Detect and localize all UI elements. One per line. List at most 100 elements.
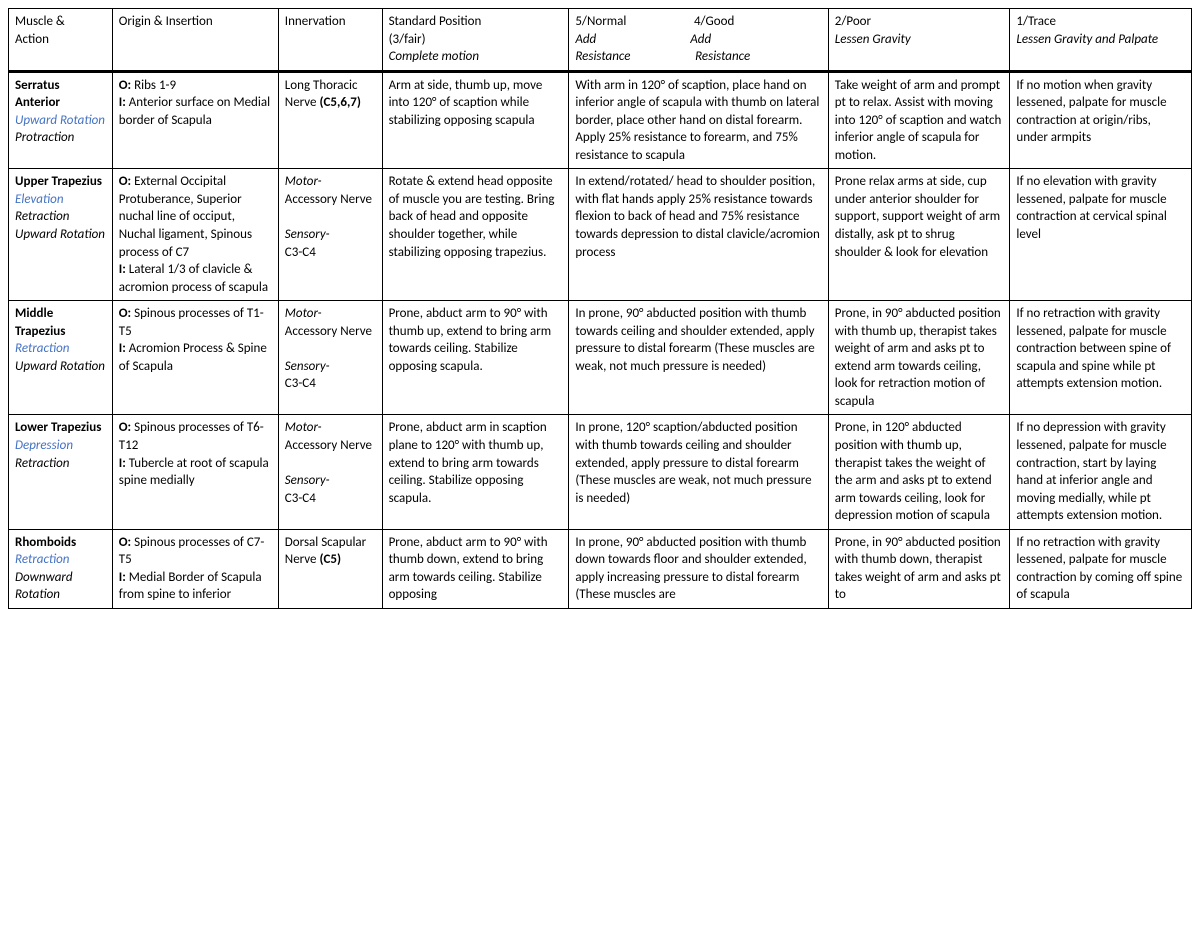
- muscle-action-primary: Retraction: [15, 341, 69, 356]
- muscle-name: Middle Trapezius: [15, 306, 65, 339]
- insertion-text: Anterior surface on Medial border of Sca…: [119, 95, 270, 128]
- origin-text: Ribs 1-9: [134, 78, 176, 93]
- muscle-name: Upper Trapezius: [15, 174, 102, 189]
- header-row: Muscle & Action Origin & Insertion Inner…: [9, 9, 1192, 72]
- innerv-main: Accessory Nerve: [285, 192, 372, 207]
- hdr-g4-l2: Add: [690, 32, 711, 47]
- cell-origin: O: Spinous processes of C7-T5 I: Medial B…: [112, 529, 278, 608]
- cell-origin: O: Spinous processes of T1-T5 I: Acromion…: [112, 301, 278, 415]
- origin-label: O:: [119, 535, 131, 550]
- origin-label: O:: [119, 174, 131, 189]
- innerv-motor-label: Motor-: [285, 174, 322, 189]
- hdr-g2-l1: 2/Poor: [835, 14, 871, 29]
- muscle-name: Lower Trapezius: [15, 420, 101, 435]
- origin-label: O:: [119, 306, 131, 321]
- cell-position: Prone, abduct arm in scaption plane to 1…: [382, 415, 569, 529]
- insertion-text: Lateral 1/3 of clavicle & acromion proce…: [119, 262, 268, 295]
- innerv-motor-label: Motor-: [285, 420, 322, 435]
- hdr-muscle: Muscle & Action: [9, 9, 113, 72]
- cell-grade1: If no retraction with gravity lessened, …: [1010, 529, 1192, 608]
- muscle-action-primary: Retraction: [15, 552, 69, 567]
- cell-grade2: Prone, in 90° abducted position with thu…: [828, 529, 1010, 608]
- origin-label: O:: [119, 78, 131, 93]
- hdr-g4-l1: 4/Good: [694, 14, 734, 29]
- hdr-g5-l2: Add: [575, 32, 596, 47]
- hdr-innerv: Innervation: [278, 9, 382, 72]
- cell-grade2: Prone, in 120° abducted position with th…: [828, 415, 1010, 529]
- table-row: Lower Trapezius Depression Retraction O: Sp…: [9, 415, 1192, 529]
- cell-grade1: If no motion when gravity lessened, palp…: [1010, 71, 1192, 169]
- insertion-label: I:: [119, 95, 126, 110]
- origin-text: Spinous processes of T6-T12: [119, 420, 264, 453]
- hdr-muscle-l2: Action: [15, 32, 49, 47]
- cell-grade5: In extend/rotated/ head to shoulder posi…: [569, 169, 828, 301]
- innerv-sensory-label: Sensory-: [285, 473, 330, 488]
- muscle-action: Retraction: [15, 456, 69, 471]
- hdr-muscle-l1: Muscle &: [15, 14, 65, 29]
- table-row: Upper Trapezius Elevation Retraction Upward…: [9, 169, 1192, 301]
- cell-grade1: If no depression with gravity lessened, …: [1010, 415, 1192, 529]
- hdr-origin: Origin & Insertion: [112, 9, 278, 72]
- hdr-position: Standard Position (3/fair) Complete moti…: [382, 9, 569, 72]
- mmt-table: Muscle & Action Origin & Insertion Inner…: [8, 8, 1192, 609]
- innerv-motor-label: Motor-: [285, 306, 322, 321]
- table-row: Middle Trapezius Retraction Upward Rotatio…: [9, 301, 1192, 415]
- hdr-pos-l1: Standard Position: [389, 14, 482, 29]
- insertion-text: Tubercle at root of scapula spine medial…: [119, 456, 269, 489]
- hdr-g5-l3: Resistance: [575, 49, 630, 64]
- innerv-main: Accessory Nerve: [285, 438, 372, 453]
- cell-grade5: With arm in 120° of scaption, place hand…: [569, 71, 828, 169]
- cell-grade2: Take weight of arm and prompt pt to rela…: [828, 71, 1010, 169]
- insertion-label: I:: [119, 262, 126, 277]
- insertion-label: I:: [119, 341, 126, 356]
- innerv-main: Accessory Nerve: [285, 324, 372, 339]
- muscle-action: Retraction: [15, 209, 69, 224]
- cell-grade1: If no retraction with gravity lessened, …: [1010, 301, 1192, 415]
- cell-grade5: In prone, 120° scaption/abducted positio…: [569, 415, 828, 529]
- cell-grade5: In prone, 90° abducted position with thu…: [569, 301, 828, 415]
- insertion-text: Medial Border of Scapula from spine to i…: [119, 570, 262, 603]
- cell-innervation: Dorsal Scapular Nerve (C5): [278, 529, 382, 608]
- cell-position: Rotate & extend head opposite of muscle …: [382, 169, 569, 301]
- muscle-action-primary: Upward Rotation: [15, 113, 105, 128]
- innerv-sensory-label: Sensory-: [285, 227, 330, 242]
- cell-muscle: Serratus AnteriorUpward RotationProtract…: [9, 71, 113, 169]
- innerv-levels: (C5): [319, 552, 341, 567]
- cell-position: Prone, abduct arm to 90° with thumb up, …: [382, 301, 569, 415]
- origin-label: O:: [119, 420, 131, 435]
- cell-innervation: Motor- Accessory Nerve Sensory- C3-C4: [278, 169, 382, 301]
- hdr-g5-l1: 5/Normal: [575, 14, 626, 29]
- table-row: Serratus AnteriorUpward RotationProtract…: [9, 71, 1192, 169]
- muscle-name: Serratus Anterior: [15, 78, 60, 111]
- cell-innervation: Motor- Accessory Nerve Sensory- C3-C4: [278, 301, 382, 415]
- muscle-action-primary: Elevation: [15, 192, 64, 207]
- cell-position: Arm at side, thumb up, move into 120° of…: [382, 71, 569, 169]
- cell-muscle: Lower Trapezius Depression Retraction: [9, 415, 113, 529]
- cell-grade2: Prone relax arms at side, cup under ante…: [828, 169, 1010, 301]
- cell-position: Prone, abduct arm to 90° with thumb down…: [382, 529, 569, 608]
- hdr-g2-l2: Lessen Gravity: [835, 32, 911, 47]
- innerv-sensory-val: C3-C4: [285, 376, 316, 391]
- cell-grade1: If no elevation with gravity lessened, p…: [1010, 169, 1192, 301]
- cell-innervation: Motor-Accessory NerveSensory-C3-C4: [278, 415, 382, 529]
- cell-muscle: Middle Trapezius Retraction Upward Rotatio…: [9, 301, 113, 415]
- hdr-grade2: 2/Poor Lessen Gravity: [828, 9, 1010, 72]
- insertion-text: Acromion Process & Spine of Scapula: [119, 341, 267, 374]
- origin-text: Spinous processes of T1-T5: [119, 306, 264, 339]
- muscle-action-primary: Depression: [15, 438, 73, 453]
- muscle-action: Upward Rotation: [15, 359, 105, 374]
- cell-grade2: Prone, in 90° abducted position with thu…: [828, 301, 1010, 415]
- muscle-action: Downward Rotation: [15, 570, 73, 603]
- muscle-action: Upward Rotation: [15, 227, 105, 242]
- cell-origin: O: Spinous processes of T6-T12 I: Tubercl…: [112, 415, 278, 529]
- innerv-sensory-val: C3-C4: [285, 245, 316, 260]
- cell-muscle: Rhomboids Retraction Downward Rotation: [9, 529, 113, 608]
- origin-text: External Occipital Protuberance, Superio…: [119, 174, 252, 259]
- innerv-sensory-label: Sensory-: [285, 359, 330, 374]
- hdr-g1-l2: Lessen Gravity and Palpate: [1016, 32, 1158, 47]
- insertion-label: I:: [119, 570, 126, 585]
- insertion-label: I:: [119, 456, 126, 471]
- origin-text: Spinous processes of C7-T5: [119, 535, 265, 568]
- hdr-pos-l3: Complete motion: [389, 49, 479, 64]
- muscle-name: Rhomboids: [15, 535, 76, 550]
